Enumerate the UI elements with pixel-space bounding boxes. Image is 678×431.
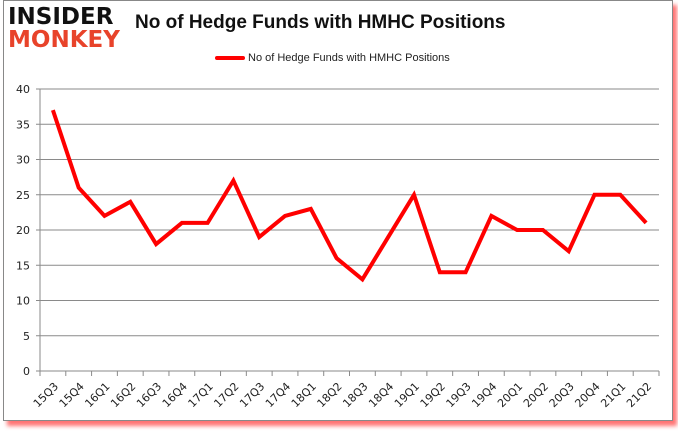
- x-tick-label: 16Q3: [134, 380, 164, 410]
- x-tick-label: 18Q1: [289, 380, 319, 410]
- x-tick-label: 15Q3: [31, 380, 61, 410]
- legend-label: No of Hedge Funds with HMHC Positions: [248, 52, 450, 64]
- x-tick-label: 20Q3: [547, 380, 577, 410]
- x-tick-label: 17Q2: [211, 380, 241, 410]
- x-tick-label: 18Q4: [366, 380, 396, 410]
- logo-line-1: INSIDER: [8, 4, 114, 30]
- x-tick-label: 19Q4: [469, 380, 499, 410]
- x-tick-label: 20Q2: [521, 380, 551, 410]
- x-tick-label: 18Q2: [315, 380, 345, 410]
- y-tick-label: 5: [23, 330, 30, 343]
- y-tick-label: 0: [23, 365, 30, 378]
- x-tick-label: 17Q4: [263, 380, 293, 410]
- y-tick-label: 10: [16, 295, 30, 308]
- y-tick-label: 40: [16, 83, 30, 96]
- x-tick-label: 17Q3: [237, 380, 267, 410]
- x-tick-label: 21Q2: [624, 380, 654, 410]
- insider-monkey-logo: INSIDER MONKEY: [8, 6, 120, 52]
- x-tick-label: 21Q1: [598, 380, 628, 410]
- y-tick-label: 25: [16, 189, 30, 202]
- x-tick-label: 19Q3: [444, 380, 474, 410]
- y-tick-label: 30: [16, 154, 30, 167]
- logo-line-2: MONKEY: [8, 27, 120, 53]
- y-tick-label: 35: [16, 118, 30, 131]
- x-tick-label: 19Q1: [392, 380, 422, 410]
- x-tick-label: 20Q1: [495, 380, 525, 410]
- x-tick-label: 17Q1: [186, 380, 216, 410]
- x-tick-label: 20Q4: [572, 380, 602, 410]
- legend-line-icon: [215, 56, 245, 60]
- x-tick-label: 19Q2: [418, 380, 448, 410]
- x-tick-label: 16Q2: [108, 380, 138, 410]
- x-tick-label: 15Q4: [57, 380, 87, 410]
- x-tick-label: 16Q4: [160, 380, 190, 410]
- chart-title: No of Hedge Funds with HMHC Positions: [135, 12, 506, 33]
- x-tick-label: 16Q1: [82, 380, 112, 410]
- y-tick-label: 15: [16, 259, 30, 272]
- chart-legend: No of Hedge Funds with HMHC Positions: [215, 52, 450, 64]
- y-tick-label: 20: [16, 224, 30, 237]
- x-tick-label: 18Q3: [340, 380, 370, 410]
- series-line: [51, 109, 648, 283]
